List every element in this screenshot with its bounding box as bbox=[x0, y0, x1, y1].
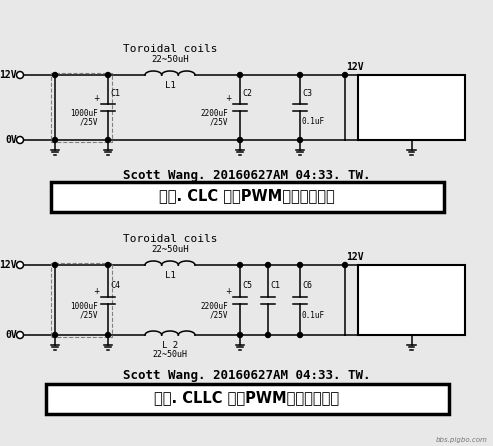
Text: +: + bbox=[226, 286, 232, 296]
Circle shape bbox=[238, 333, 243, 338]
Text: 2200uF: 2200uF bbox=[200, 302, 228, 311]
Circle shape bbox=[52, 333, 58, 338]
Text: bbs.pigbo.com: bbs.pigbo.com bbox=[436, 437, 488, 443]
Circle shape bbox=[266, 263, 271, 268]
Text: 0.1uF: 0.1uF bbox=[302, 117, 325, 126]
Text: +: + bbox=[94, 94, 100, 103]
FancyBboxPatch shape bbox=[50, 182, 444, 211]
Text: 22~50uH: 22~50uH bbox=[151, 55, 189, 64]
Text: C2: C2 bbox=[242, 89, 252, 98]
Text: 12V: 12V bbox=[0, 260, 17, 270]
Circle shape bbox=[297, 73, 303, 78]
Text: C3: C3 bbox=[302, 89, 312, 98]
Text: L1: L1 bbox=[165, 271, 176, 280]
Circle shape bbox=[297, 333, 303, 338]
Text: Motor: Motor bbox=[396, 290, 427, 300]
Text: L 2: L 2 bbox=[162, 341, 178, 350]
Text: Scott Wang. 20160627AM 04:33. TW.: Scott Wang. 20160627AM 04:33. TW. bbox=[123, 368, 370, 381]
Text: /25V: /25V bbox=[79, 310, 98, 319]
Circle shape bbox=[52, 263, 58, 268]
Text: 1000uF: 1000uF bbox=[70, 110, 98, 119]
Circle shape bbox=[106, 333, 110, 338]
Text: 22~50uH: 22~50uH bbox=[152, 350, 187, 359]
Text: L1: L1 bbox=[165, 81, 176, 90]
Text: 22~50uH: 22~50uH bbox=[151, 245, 189, 254]
Circle shape bbox=[52, 73, 58, 78]
Text: C5: C5 bbox=[242, 281, 252, 289]
Text: 0V: 0V bbox=[5, 330, 17, 340]
Circle shape bbox=[106, 73, 110, 78]
Text: Toroidal coils: Toroidal coils bbox=[123, 234, 217, 244]
Text: Toroidal coils: Toroidal coils bbox=[123, 44, 217, 54]
Text: C4: C4 bbox=[110, 281, 120, 289]
Circle shape bbox=[343, 73, 348, 78]
Text: C1: C1 bbox=[270, 281, 280, 289]
Text: 圖二. CLLC 馬達PWM電源穩壓電路: 圖二. CLLC 馬達PWM電源穩壓電路 bbox=[154, 391, 339, 405]
Text: Circuit: Circuit bbox=[389, 108, 433, 119]
Circle shape bbox=[238, 137, 243, 143]
Circle shape bbox=[343, 263, 348, 268]
Circle shape bbox=[52, 137, 58, 143]
Text: +: + bbox=[226, 94, 232, 103]
Text: 12V: 12V bbox=[346, 252, 364, 262]
Text: 12V: 12V bbox=[346, 62, 364, 72]
Circle shape bbox=[106, 263, 110, 268]
Text: 1000uF: 1000uF bbox=[70, 302, 98, 311]
Text: C6: C6 bbox=[302, 281, 312, 289]
Circle shape bbox=[16, 261, 24, 268]
Circle shape bbox=[106, 137, 110, 143]
Circle shape bbox=[238, 263, 243, 268]
Circle shape bbox=[266, 333, 271, 338]
Circle shape bbox=[297, 137, 303, 143]
Text: 圖一. CLC 馬達PWM電源穩壓電路: 圖一. CLC 馬達PWM電源穩壓電路 bbox=[159, 189, 334, 203]
Bar bbox=[358, 75, 465, 140]
FancyBboxPatch shape bbox=[45, 384, 449, 413]
Text: Motor: Motor bbox=[396, 98, 427, 107]
Text: Circuit: Circuit bbox=[389, 301, 433, 311]
Text: 2200uF: 2200uF bbox=[200, 110, 228, 119]
Text: /25V: /25V bbox=[210, 117, 228, 127]
Circle shape bbox=[16, 136, 24, 144]
Text: 12V: 12V bbox=[0, 70, 17, 80]
Circle shape bbox=[238, 73, 243, 78]
Bar bbox=[358, 265, 465, 335]
Text: /25V: /25V bbox=[210, 310, 228, 319]
Circle shape bbox=[16, 71, 24, 78]
Text: /25V: /25V bbox=[79, 117, 98, 127]
Text: Scott Wang. 20160627AM 04:33. TW.: Scott Wang. 20160627AM 04:33. TW. bbox=[123, 169, 370, 182]
Text: C1: C1 bbox=[110, 89, 120, 98]
Text: 0.1uF: 0.1uF bbox=[302, 310, 325, 319]
Text: +: + bbox=[94, 286, 100, 296]
Text: 0V: 0V bbox=[5, 135, 17, 145]
Circle shape bbox=[16, 331, 24, 339]
Circle shape bbox=[297, 263, 303, 268]
